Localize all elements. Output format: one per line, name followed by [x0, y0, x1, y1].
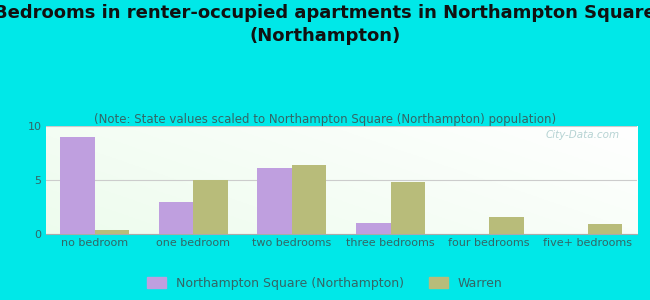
Bar [356, 223, 391, 234]
Bar [489, 217, 524, 234]
Bar [257, 168, 292, 234]
Bar [60, 137, 95, 234]
Text: (Note: State values scaled to Northampton Square (Northampton) population): (Note: State values scaled to Northampto… [94, 112, 556, 125]
Text: City-Data.com: City-Data.com [545, 130, 619, 140]
Bar [95, 230, 129, 234]
Legend: Northampton Square (Northampton), Warren: Northampton Square (Northampton), Warren [144, 273, 506, 294]
Bar [588, 224, 622, 234]
Bar [292, 165, 326, 234]
Text: Bedrooms in renter-occupied apartments in Northampton Square
(Northampton): Bedrooms in renter-occupied apartments i… [0, 4, 650, 45]
Bar [159, 202, 194, 234]
Bar [391, 182, 425, 234]
Bar [194, 180, 228, 234]
